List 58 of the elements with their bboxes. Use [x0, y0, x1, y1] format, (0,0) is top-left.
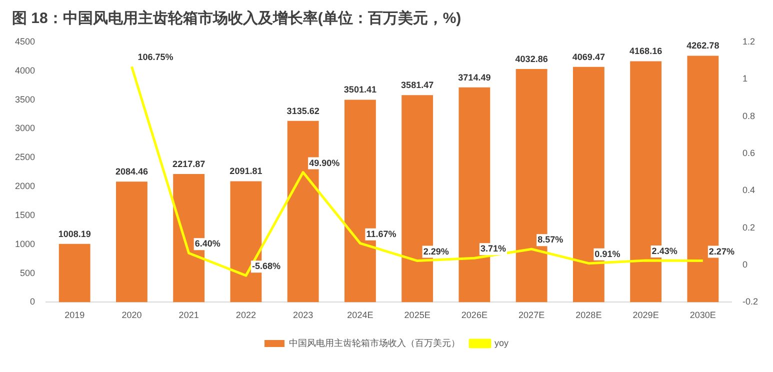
- data-label: 2.29%: [423, 246, 449, 256]
- x-tick-label: 2030E: [690, 310, 716, 320]
- data-label: 49.90%: [309, 158, 340, 168]
- x-tick-label: 2019: [64, 310, 85, 320]
- data-label: 2091.81: [230, 166, 262, 176]
- data-label: 2.43%: [652, 246, 678, 256]
- bar: [116, 182, 148, 302]
- data-label: 1008.19: [58, 228, 91, 239]
- data-label: 3.71%: [480, 244, 506, 254]
- y2-tick-label: -0.2: [742, 296, 758, 307]
- y2-tick-label: 1.2: [742, 36, 756, 46]
- x-tick-label: 2026E: [461, 310, 488, 320]
- data-label: 2217.87: [172, 158, 206, 169]
- x-tick-label: 2022: [236, 310, 256, 320]
- data-label: 11.67%: [366, 228, 396, 239]
- y-tick-label: 3500: [14, 94, 36, 104]
- chart-title: 图 18：中国风电用主齿轮箱市场收入及增长率(单位：百万美元，%): [12, 9, 462, 28]
- data-label: 0.91%: [594, 248, 620, 259]
- data-label: 3714.49: [458, 72, 491, 82]
- y2-tick-label: 0.4: [742, 185, 756, 196]
- data-label: 4168.16: [630, 46, 662, 56]
- data-label: 8.57%: [538, 234, 564, 245]
- y-tick-label: 1500: [14, 210, 36, 220]
- y2-tick-label: 1: [742, 74, 748, 84]
- data-label: 3581.47: [401, 80, 434, 90]
- legend-label: yoy: [494, 338, 510, 348]
- y-tick-label: 500: [20, 268, 36, 278]
- legend-label: 中国风电用主齿轮箱市场收入（百万美元）: [288, 338, 460, 348]
- y-tick-label: 1000: [14, 238, 36, 249]
- data-label: 4262.78: [686, 40, 720, 51]
- y-tick-label: 0: [30, 296, 36, 307]
- y2-tick-label: 0.8: [742, 110, 756, 121]
- y2-tick-label: 0.6: [742, 148, 756, 158]
- y2-tick-label: 0.2: [742, 222, 756, 232]
- x-tick-label: 2021: [178, 310, 199, 320]
- y2-tick-label: 0: [742, 260, 748, 270]
- y-tick-label: 4000: [14, 65, 36, 76]
- data-label: -5.68%: [252, 261, 280, 272]
- y-tick-label: 4500: [14, 36, 36, 46]
- x-tick-label: 2028E: [576, 310, 602, 320]
- data-label: 3135.62: [286, 106, 320, 116]
- x-tick-label: 2023: [293, 310, 314, 320]
- y-tick-label: 3000: [14, 123, 36, 134]
- data-label: 2084.46: [115, 166, 148, 177]
- x-tick-label: 2024E: [347, 310, 374, 320]
- data-label: 4069.47: [572, 52, 605, 62]
- data-label: 3501.41: [344, 84, 376, 95]
- x-tick-label: 2020: [122, 310, 142, 320]
- data-label: 4032.86: [515, 54, 548, 64]
- data-label: 6.40%: [194, 238, 220, 249]
- bar: [58, 244, 90, 302]
- y-tick-label: 2500: [14, 152, 36, 162]
- data-label: 2.27%: [708, 246, 734, 256]
- data-label: 106.75%: [138, 52, 174, 62]
- x-tick-label: 2029E: [632, 310, 659, 320]
- y-tick-label: 2000: [14, 181, 36, 192]
- x-tick-label: 2025E: [404, 310, 430, 320]
- x-tick-label: 2027E: [518, 310, 545, 320]
